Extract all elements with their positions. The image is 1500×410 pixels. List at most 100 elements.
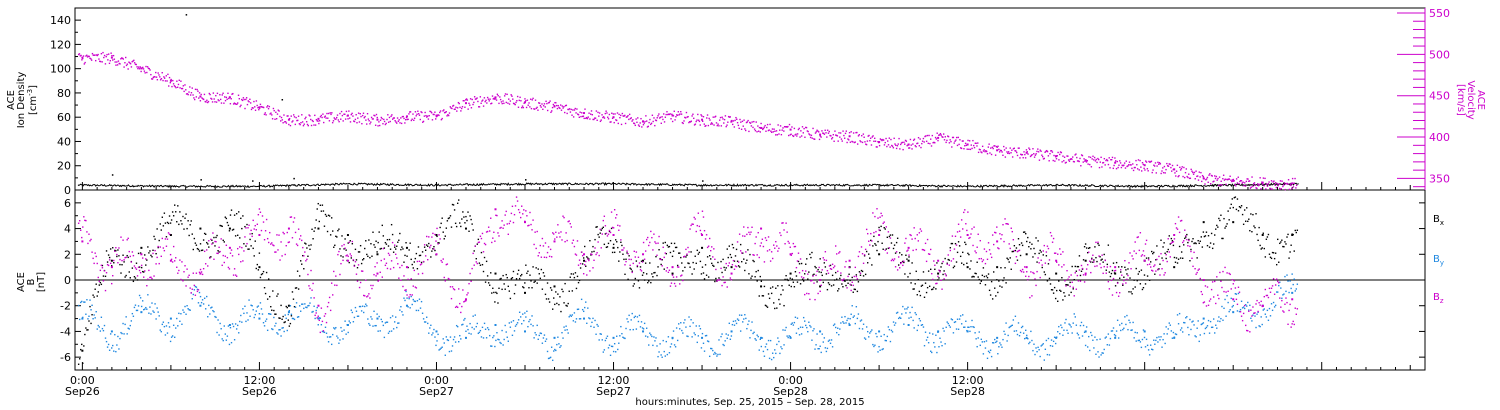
- velocity-point: [917, 136, 920, 139]
- bx-point: [663, 268, 665, 270]
- bx-point: [307, 255, 309, 257]
- bz-point: [675, 276, 678, 278]
- velocity-point: [291, 121, 293, 123]
- velocity-point: [765, 130, 767, 132]
- velocity-point: [386, 118, 388, 121]
- by-point: [1241, 307, 1244, 309]
- by-point: [476, 322, 479, 325]
- by-point: [921, 323, 924, 326]
- by-point: [134, 304, 137, 306]
- bz-point: [610, 211, 613, 213]
- by-point: [955, 328, 958, 330]
- by-point: [277, 333, 279, 335]
- by-point: [383, 336, 386, 339]
- velocity-point: [921, 140, 924, 142]
- velocity-point: [671, 113, 673, 116]
- bx-point: [1205, 231, 1208, 233]
- velocity-point: [364, 115, 366, 118]
- bx-point: [1078, 255, 1081, 257]
- velocity-point: [743, 119, 745, 121]
- by-point: [94, 317, 96, 319]
- by-point: [1074, 316, 1076, 318]
- bz-point: [1025, 266, 1028, 269]
- bx-point: [231, 229, 234, 231]
- bx-point: [853, 288, 855, 290]
- bx-point: [1254, 226, 1256, 229]
- bx-point: [409, 242, 411, 244]
- bx-point: [1161, 257, 1163, 259]
- velocity-point: [92, 54, 94, 56]
- velocity-point: [512, 98, 514, 100]
- bz-point: [78, 220, 81, 222]
- by-point: [232, 325, 235, 328]
- by-point: [261, 313, 264, 315]
- bz-point: [309, 287, 311, 290]
- velocity-point: [733, 126, 736, 128]
- by-point: [241, 321, 243, 323]
- velocity-point: [605, 110, 607, 112]
- by-point: [525, 316, 527, 318]
- bz-point: [114, 250, 116, 253]
- velocity-point: [279, 115, 281, 118]
- velocity-point: [1234, 183, 1236, 186]
- by-point: [412, 298, 414, 301]
- velocity-point: [1207, 181, 1209, 184]
- velocity-point: [152, 76, 155, 79]
- bz-point: [365, 279, 367, 281]
- bx-point: [689, 266, 691, 268]
- velocity-point: [77, 53, 80, 56]
- velocity-point: [1291, 187, 1293, 190]
- velocity-point: [540, 106, 542, 108]
- bz-point: [763, 261, 766, 263]
- velocity-point: [426, 115, 429, 117]
- velocity-point: [1113, 164, 1115, 167]
- velocity-point: [676, 114, 678, 116]
- velocity-point: [691, 115, 693, 117]
- bx-point: [133, 275, 136, 278]
- velocity-point: [1016, 151, 1018, 154]
- velocity-point: [938, 134, 940, 136]
- velocity-point: [915, 145, 917, 148]
- bx-point: [774, 307, 776, 310]
- by-point: [95, 311, 97, 313]
- bx-point: [973, 276, 975, 278]
- bx-point: [269, 295, 271, 298]
- by-point: [642, 328, 645, 330]
- bx-point: [1285, 243, 1287, 245]
- bx-point: [859, 274, 862, 276]
- velocity-point: [1267, 183, 1269, 185]
- bz-point: [145, 258, 147, 260]
- density-tick-label: 140: [50, 14, 71, 27]
- bz-point: [305, 260, 307, 262]
- bz-point: [653, 233, 655, 235]
- velocity-point: [1173, 168, 1175, 171]
- bx-point: [903, 261, 905, 264]
- velocity-point: [425, 114, 427, 117]
- velocity-point: [1146, 168, 1149, 170]
- bx-point: [228, 230, 231, 232]
- by-point: [424, 321, 427, 323]
- bx-point: [1137, 273, 1139, 275]
- bx-point: [180, 220, 182, 222]
- bx-point: [464, 227, 467, 230]
- bx-point: [1080, 270, 1083, 272]
- velocity-point: [462, 100, 464, 102]
- velocity-point: [1186, 175, 1188, 178]
- velocity-point: [119, 63, 121, 65]
- by-point: [1180, 327, 1183, 329]
- by-point: [1126, 314, 1128, 317]
- by-point: [569, 314, 571, 316]
- bz-point: [140, 264, 143, 267]
- bx-point: [333, 246, 335, 248]
- by-point: [124, 323, 126, 326]
- by-point: [406, 297, 408, 299]
- by-point: [537, 338, 539, 341]
- bx-point: [176, 221, 178, 223]
- velocity-point: [798, 127, 800, 130]
- by-point: [627, 321, 629, 323]
- by-point: [581, 308, 584, 311]
- by-point: [544, 340, 547, 342]
- bx-point: [1187, 241, 1189, 244]
- velocity-point: [409, 111, 411, 113]
- bz-point: [544, 242, 547, 244]
